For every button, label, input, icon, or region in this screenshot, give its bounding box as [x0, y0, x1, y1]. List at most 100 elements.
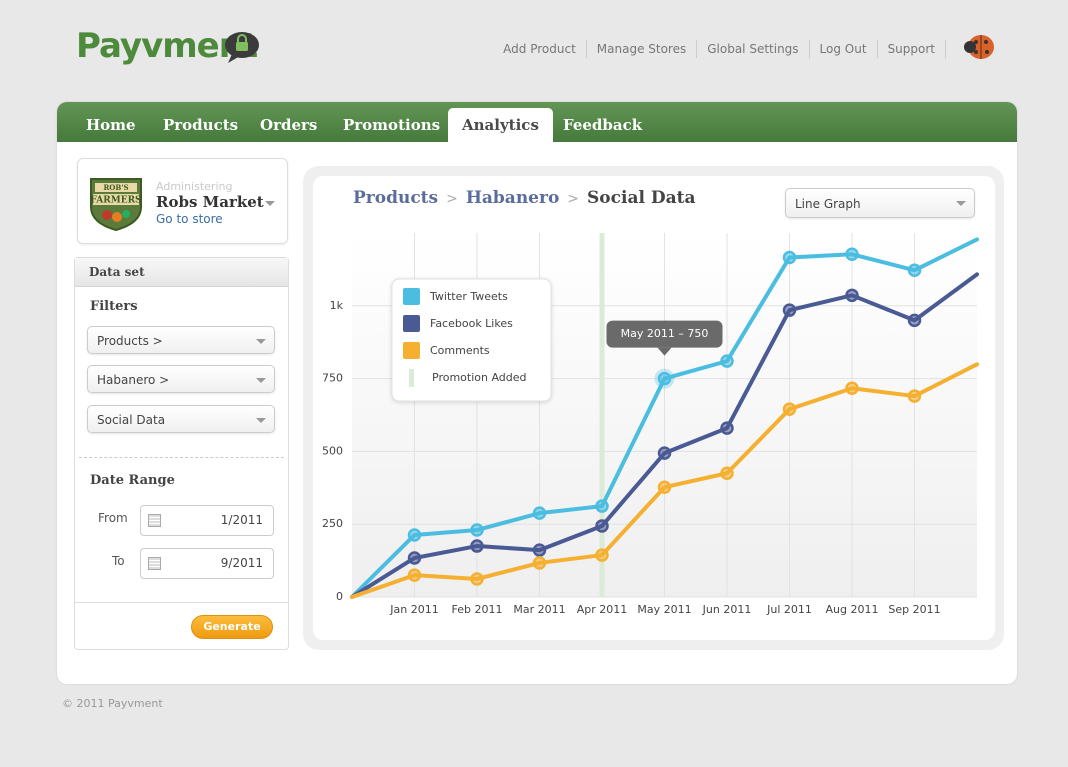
x-tick-label: May 2011	[637, 603, 691, 616]
tab[interactable]: Analytics	[448, 108, 553, 142]
data-point	[470, 523, 484, 537]
divider	[75, 602, 288, 603]
x-tick-label: Jun 2011	[702, 603, 752, 616]
dataset-header: Data set	[75, 258, 288, 287]
from-label: From	[98, 511, 128, 525]
legend-label: Comments	[430, 344, 490, 357]
data-point	[720, 354, 734, 368]
input-text: 1/2011	[220, 513, 263, 527]
legend-swatch	[403, 342, 420, 359]
tooltip-box	[606, 320, 723, 348]
nav-link[interactable]: Support	[878, 40, 946, 58]
footer: © 2011 Payvment	[62, 697, 163, 710]
graph-type-select[interactable]: Line Graph	[785, 188, 975, 218]
nav-link[interactable]: Log Out	[810, 40, 878, 58]
store-card: ROB'S FARMERS Administering Robs Market …	[77, 158, 288, 244]
select-text: Line Graph	[795, 197, 861, 211]
avatar[interactable]	[962, 32, 998, 62]
data-point	[532, 556, 547, 570]
chart: Jan 2011 Feb 2011 Mar 2011 Apr 2011 May 2011…	[322, 233, 979, 616]
legend-swatch	[409, 369, 414, 387]
data-point	[595, 548, 609, 562]
breadcrumb: Products > Habanero > Social Data	[353, 188, 695, 210]
legend-label: Twitter Tweets	[429, 290, 508, 303]
x-tick-label: Jan 2011	[389, 603, 438, 616]
y-tick-label: 1k	[330, 299, 344, 312]
data-point	[845, 288, 859, 303]
data-point	[407, 528, 422, 542]
data-point	[407, 551, 422, 565]
data-point	[782, 303, 797, 317]
data-point	[657, 446, 672, 460]
breadcrumb-separator: >	[567, 191, 580, 207]
nav-link[interactable]: Manage Stores	[587, 40, 698, 58]
store-dropdown[interactable]	[265, 201, 275, 206]
data-point	[657, 371, 672, 386]
legend-label: Promotion Added	[432, 371, 527, 384]
promotion-marker	[599, 233, 605, 597]
tab[interactable]: Products	[163, 116, 239, 134]
data-point	[532, 506, 547, 520]
data-point	[720, 421, 734, 435]
y-tick-label: 500	[322, 444, 343, 457]
x-tick-label: Sep 2011	[888, 603, 940, 616]
data-point	[532, 543, 547, 557]
select-text: Products >	[97, 334, 163, 348]
data-point	[720, 466, 734, 480]
data-point	[782, 250, 797, 265]
from-input[interactable]: 1/2011	[140, 505, 274, 536]
filter-select[interactable]: Habanero >	[87, 365, 275, 393]
filters-title: Filters	[90, 299, 138, 314]
breadcrumb-current: Social Data	[587, 188, 696, 208]
input-text: 9/2011	[220, 556, 263, 570]
tab[interactable]: Feedback	[563, 116, 643, 134]
highlight-glow	[654, 368, 675, 389]
logo-icon	[225, 32, 259, 63]
filter-select[interactable]: Products >	[87, 326, 275, 354]
data-point	[845, 247, 859, 262]
select-arrow	[256, 378, 266, 383]
select-arrow	[256, 418, 266, 423]
data-point	[657, 480, 672, 494]
calendar-icon	[148, 514, 161, 527]
store-logo: ROB'S FARMERS	[90, 178, 142, 231]
tab[interactable]: Orders	[260, 116, 318, 134]
generate-button[interactable]: Generate	[191, 615, 273, 639]
tooltip-text: May 2011 – 750	[621, 327, 709, 340]
store-label: Administering	[156, 180, 233, 193]
top-nav: Add Product Manage Stores Global Setting…	[493, 40, 946, 58]
dataset-title: Data set	[89, 265, 145, 279]
x-tick-label: Apr 2011	[577, 603, 628, 616]
nav-link[interactable]: Add Product	[493, 40, 587, 58]
y-tick-label: 250	[322, 517, 343, 530]
tab[interactable]: Promotions	[343, 116, 441, 134]
x-tick-label: Aug 2011	[826, 603, 879, 616]
filter-select[interactable]: Social Data	[87, 405, 275, 433]
data-point	[907, 389, 922, 403]
data-point	[470, 539, 484, 553]
x-tick-label: Feb 2011	[452, 603, 503, 616]
calendar-icon	[148, 557, 161, 570]
store-name: Robs Market	[156, 193, 264, 211]
data-point	[907, 313, 922, 328]
nav-link[interactable]: Global Settings	[697, 40, 810, 58]
divider	[79, 457, 284, 458]
select-text: Habanero >	[97, 373, 170, 387]
data-point	[595, 499, 609, 513]
breadcrumb-link[interactable]: Products	[353, 188, 439, 208]
data-point	[845, 381, 859, 395]
legend-label: Facebook Likes	[430, 317, 513, 330]
dataset-panel: Data set Filters Products > Habanero > S…	[74, 257, 289, 650]
legend-swatch	[403, 288, 420, 305]
tab[interactable]: Home	[86, 116, 136, 134]
to-input[interactable]: 9/2011	[140, 548, 274, 579]
data-point	[595, 519, 609, 533]
breadcrumb-link[interactable]: Habanero	[465, 188, 560, 208]
data-point	[470, 572, 484, 586]
store-logo-text: ROB'S	[103, 183, 128, 192]
legend-box	[391, 278, 552, 402]
store-link[interactable]: Go to store	[156, 212, 223, 226]
y-tick-label: 0	[336, 590, 343, 603]
